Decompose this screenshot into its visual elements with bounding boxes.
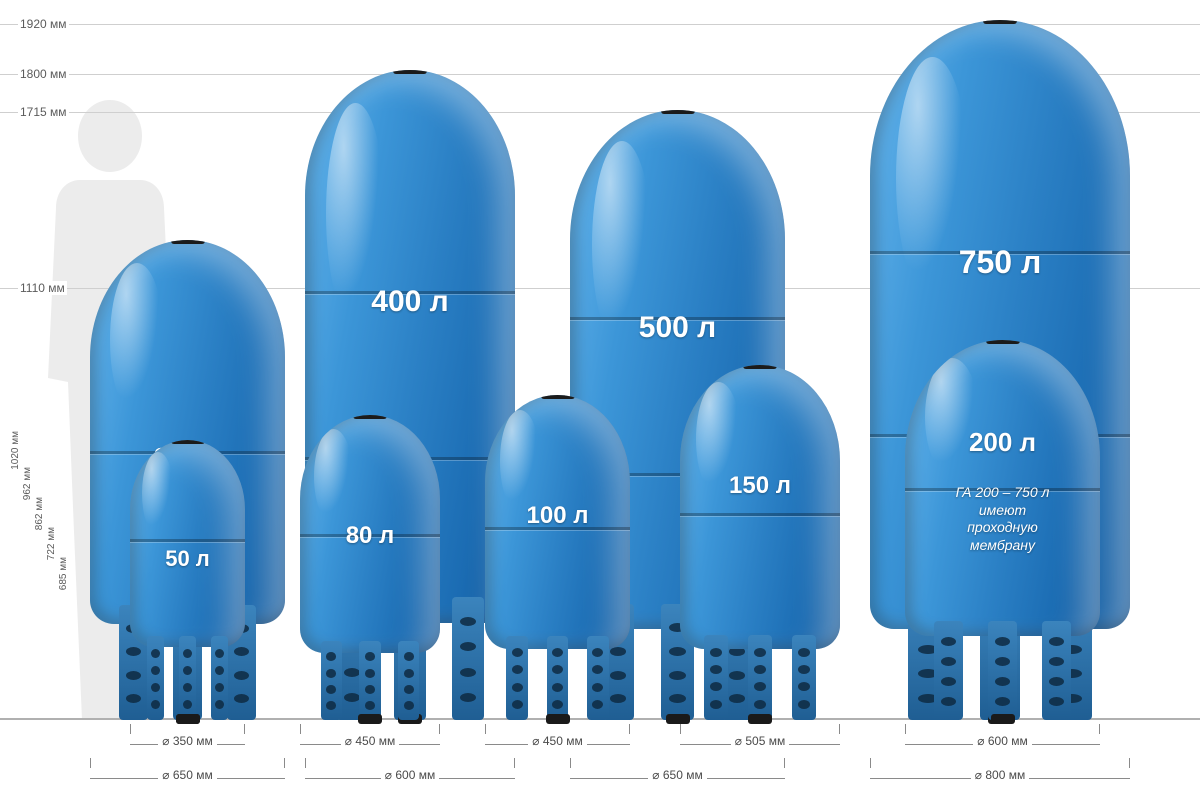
diameter-label: ⌀ 600 мм bbox=[973, 734, 1031, 748]
diameter-bracket: ⌀ 505 мм bbox=[680, 730, 840, 745]
tank-volume-label: 150 л bbox=[680, 472, 840, 500]
tank-volume-label: 400 л bbox=[305, 285, 515, 319]
tank-body bbox=[130, 440, 245, 647]
tank-highlight bbox=[925, 358, 980, 477]
tank-leg bbox=[704, 635, 728, 720]
diagram-stage: 1920 мм 1800 мм 1715 мм 1110 мм 1020 мм962 … bbox=[0, 0, 1200, 800]
tank-volume-label: 80 л bbox=[300, 522, 440, 550]
tank-leg bbox=[547, 636, 569, 721]
tank-leg bbox=[359, 641, 380, 720]
tank-cap bbox=[983, 20, 1017, 24]
diameter-label: ⌀ 650 мм bbox=[648, 768, 706, 782]
tank-highlight bbox=[314, 429, 353, 524]
diameter-bracket: ⌀ 350 мм bbox=[130, 730, 245, 745]
tank-cap bbox=[353, 415, 387, 419]
tank-legs bbox=[311, 641, 429, 720]
tank-body bbox=[680, 365, 840, 649]
tank-legs bbox=[693, 635, 827, 720]
tank-bottom-port bbox=[546, 714, 570, 724]
tank-volume-label: 500 л bbox=[570, 311, 785, 345]
tank-legs bbox=[139, 636, 236, 720]
tank-highlight bbox=[110, 263, 165, 417]
tank-leg bbox=[452, 597, 484, 721]
left-height-tick: 722 мм bbox=[46, 527, 57, 560]
left-height-tick: 862 мм bbox=[34, 497, 45, 530]
tank-cap bbox=[743, 365, 777, 369]
diameter-label: ⌀ 650 мм bbox=[158, 768, 216, 782]
left-height-tick: 962 мм bbox=[22, 467, 33, 500]
tank-t100: 100 л bbox=[485, 395, 630, 720]
tank-bottom-port bbox=[991, 714, 1015, 724]
tank-bottom-port bbox=[176, 714, 200, 724]
diameter-bracket: ⌀ 650 мм bbox=[570, 764, 785, 779]
left-height-scale: 1020 мм962 мм862 мм722 мм685 мм bbox=[10, 370, 80, 710]
height-guide-label: 1800 мм bbox=[18, 67, 69, 81]
tank-cap bbox=[393, 70, 427, 74]
tank-leg bbox=[934, 621, 963, 720]
diameter-label: ⌀ 800 мм bbox=[971, 768, 1029, 782]
diameter-bracket: ⌀ 450 мм bbox=[485, 730, 630, 745]
height-guide-label: 1715 мм bbox=[18, 105, 69, 119]
tank-leg bbox=[748, 635, 772, 720]
tank-leg bbox=[1042, 621, 1071, 720]
tank-bottom-port bbox=[748, 714, 772, 724]
tank-cap bbox=[171, 440, 205, 444]
tank-t150: 150 л bbox=[680, 365, 840, 720]
diameter-label: ⌀ 505 мм bbox=[731, 734, 789, 748]
tank-highlight bbox=[500, 410, 541, 511]
tank-cap bbox=[661, 110, 695, 114]
tank-note: ГА 200 – 750 л имеют проходную мембрану bbox=[917, 484, 1089, 554]
tank-legs bbox=[497, 636, 619, 721]
tank-bottom-port bbox=[358, 714, 382, 724]
tank-leg bbox=[398, 641, 419, 720]
diameter-bracket: ⌀ 800 мм bbox=[870, 764, 1130, 779]
tank-leg bbox=[988, 621, 1017, 720]
tank-band bbox=[130, 539, 245, 542]
diameter-bracket: ⌀ 600 мм bbox=[905, 730, 1100, 745]
tank-t80: 80 л bbox=[300, 415, 440, 720]
tank-cap bbox=[541, 395, 575, 399]
tank-volume-label: 50 л bbox=[130, 546, 245, 572]
height-guide-label: 1920 мм bbox=[18, 17, 69, 31]
tank-leg bbox=[321, 641, 342, 720]
diameter-dimensions-small: ⌀ 350 мм ⌀ 450 мм ⌀ 450 мм ⌀ 505 мм ⌀ 600 мм bbox=[0, 730, 1200, 758]
diameter-label: ⌀ 600 мм bbox=[381, 768, 439, 782]
tank-volume-label: 750 л bbox=[870, 244, 1130, 281]
tank-legs bbox=[921, 621, 1085, 720]
diameter-label: ⌀ 350 мм bbox=[158, 734, 216, 748]
diameter-dimensions-large: ⌀ 650 мм ⌀ 600 мм ⌀ 650 мм ⌀ 800 мм bbox=[0, 764, 1200, 792]
tank-leg bbox=[211, 636, 228, 720]
tank-highlight bbox=[142, 452, 174, 535]
tank-cap bbox=[986, 340, 1020, 344]
diameter-label: ⌀ 450 мм bbox=[528, 734, 586, 748]
tank-cap bbox=[171, 240, 205, 244]
diameter-label: ⌀ 450 мм bbox=[341, 734, 399, 748]
tank-leg bbox=[147, 636, 164, 720]
tank-t200: 200 л ГА 200 – 750 л имеют проходную мемб… bbox=[905, 340, 1100, 720]
tank-band bbox=[680, 513, 840, 516]
tank-leg bbox=[506, 636, 528, 721]
tank-leg bbox=[179, 636, 196, 720]
tank-volume-label: 100 л bbox=[485, 502, 630, 530]
diameter-bracket: ⌀ 650 мм bbox=[90, 764, 285, 779]
tank-t50: 50 л bbox=[130, 440, 245, 720]
tank-leg bbox=[587, 636, 609, 721]
diameter-bracket: ⌀ 450 мм bbox=[300, 730, 440, 745]
left-height-tick: 1020 мм bbox=[10, 431, 21, 470]
tank-volume-label: 200 л bbox=[905, 427, 1100, 458]
tank-leg bbox=[792, 635, 816, 720]
height-guide-label: 1110 мм bbox=[18, 281, 67, 295]
left-height-tick: 685 мм bbox=[58, 557, 69, 590]
diameter-bracket: ⌀ 600 мм bbox=[305, 764, 515, 779]
